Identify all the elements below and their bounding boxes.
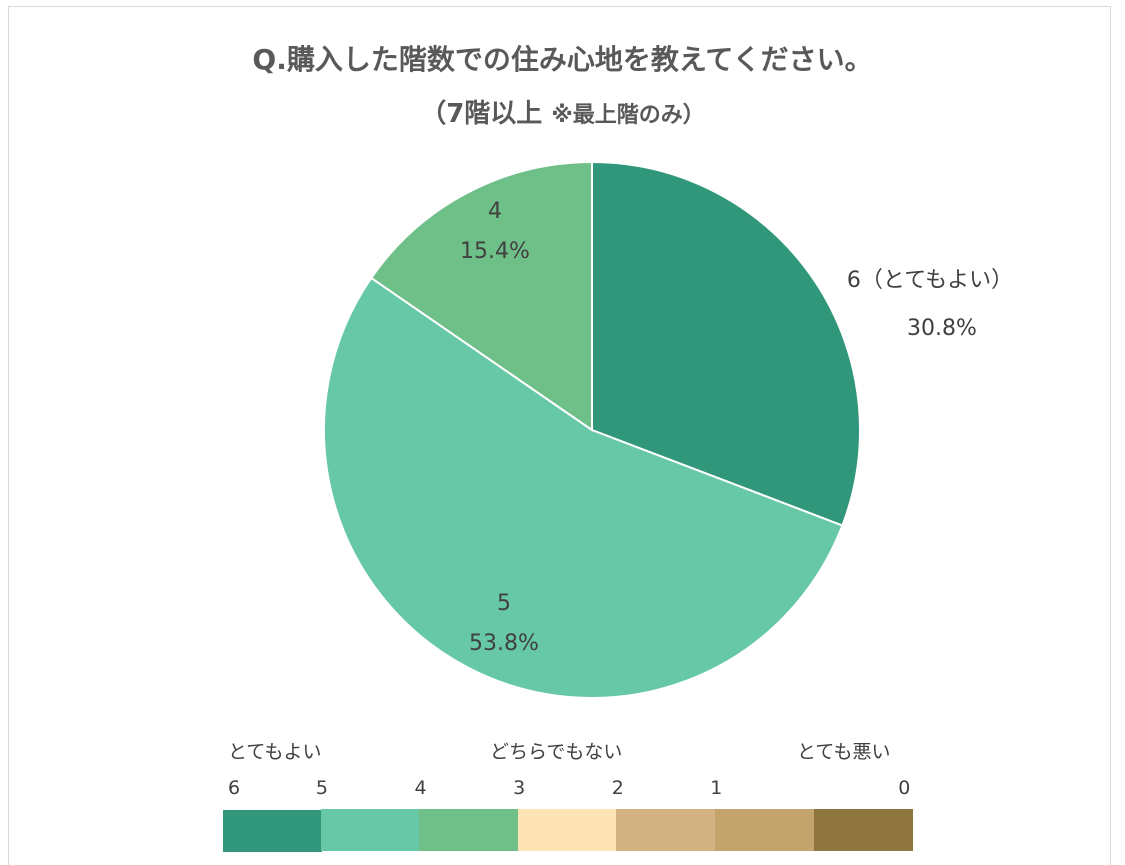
slice-pct-0: 30.8% bbox=[907, 316, 977, 341]
slice-pct-2: 15.4% bbox=[460, 239, 530, 264]
scale-num-0: 0 bbox=[898, 777, 911, 799]
slice-label-1: 5 bbox=[497, 591, 511, 616]
slice-pct-1: 53.8% bbox=[469, 631, 539, 656]
chart-frame bbox=[8, 6, 1111, 865]
pie-slice-1 bbox=[323, 276, 844, 699]
scale-left-label: とてもよい bbox=[228, 741, 322, 763]
chart-subtitle: （7階以上 ※最上階のみ） bbox=[0, 93, 1125, 130]
scale-num-5: 5 bbox=[315, 777, 328, 799]
scale-num-1: 1 bbox=[710, 777, 723, 799]
scale-swatch-6 bbox=[222, 809, 324, 853]
scale-mid-label: どちらでもない bbox=[490, 741, 623, 763]
scale-num-3: 3 bbox=[513, 777, 526, 799]
slice-label-2: 4 bbox=[488, 199, 502, 224]
scale-num-6: 6 bbox=[228, 777, 241, 799]
pie-slice-0 bbox=[591, 160, 861, 527]
scale-num-2: 2 bbox=[611, 777, 624, 799]
scale-num-4: 4 bbox=[414, 777, 427, 799]
scale-swatch-1 bbox=[715, 809, 815, 851]
subtitle-note: ※最上階のみ） bbox=[551, 103, 705, 128]
scale-swatch-5 bbox=[320, 809, 420, 851]
scale-swatch-2 bbox=[616, 809, 716, 851]
pie-slice-2 bbox=[369, 160, 593, 432]
scale-swatch-4 bbox=[419, 809, 519, 851]
subtitle-main: （7階以上 bbox=[420, 99, 543, 129]
scale-swatch-3 bbox=[517, 809, 617, 851]
scale-swatch-0 bbox=[813, 809, 913, 851]
slice-label-0: 6（とてもよい） bbox=[847, 268, 1013, 293]
scale-right-label: とても悪い bbox=[797, 741, 891, 763]
chart-title: Q.購入した階数での住み心地を教えてください。 bbox=[252, 43, 873, 76]
